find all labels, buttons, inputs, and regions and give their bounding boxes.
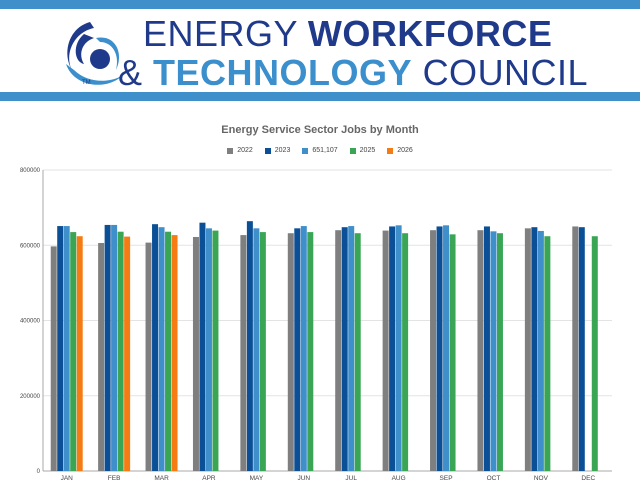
bar-651,107-JAN	[63, 226, 70, 471]
legend-swatch	[349, 147, 356, 154]
bar-2023-APR	[199, 222, 206, 471]
bar-651,107-MAY	[253, 228, 260, 471]
bar-2022-SEP	[430, 230, 437, 471]
bar-651,107-OCT	[490, 231, 497, 471]
bar-2026-FEB	[124, 236, 131, 471]
x-tick-label: OCT	[487, 475, 501, 482]
bar-2022-NOV	[524, 228, 531, 471]
bar-2023-JAN	[57, 226, 64, 471]
legend-item: 2023	[264, 146, 291, 155]
bar-2025-NOV	[544, 236, 551, 471]
bar-2026-MAR	[171, 235, 178, 471]
legend-item: 2026	[387, 146, 413, 155]
y-tick-label: 400000	[20, 319, 41, 325]
bar-2022-DEC	[572, 226, 579, 471]
bar-2022-JUL	[335, 230, 342, 471]
bar-2025-APR	[212, 230, 219, 471]
legend-item: 2022	[227, 146, 253, 155]
bar-2023-JUL	[341, 227, 348, 471]
bar-2023-FEB	[104, 224, 111, 471]
bar-2025-AUG	[402, 233, 409, 471]
y-tick-label: 200000	[20, 394, 41, 400]
bar-2023-OCT	[483, 226, 490, 471]
legend-swatch	[387, 147, 394, 154]
bar-651,107-NOV	[537, 230, 544, 471]
logo-ampersand: &	[118, 52, 143, 93]
bar-2022-FEB	[98, 242, 105, 471]
logo-title-line2: & TECHNOLOGY COUNCIL	[118, 55, 588, 91]
x-tick-label: MAR	[154, 475, 169, 482]
bar-2023-SEP	[436, 226, 443, 471]
x-tick-label: JUL	[345, 475, 357, 482]
bar-2025-DEC	[591, 236, 598, 471]
legend-item: 651,107	[302, 146, 338, 155]
x-tick-label: FEB	[108, 475, 121, 482]
logo-title-line1: ENERGY WORKFORCE	[143, 16, 552, 52]
bar-2023-JUN	[294, 228, 301, 471]
bar-2025-JAN	[70, 232, 77, 471]
header-bottom-stripe	[0, 92, 640, 101]
bar-2023-NOV	[531, 227, 538, 471]
bar-2022-MAR	[145, 242, 152, 471]
bar-651,107-AUG	[395, 225, 402, 471]
bar-651,107-FEB	[111, 224, 118, 471]
bar-2025-SEP	[449, 234, 456, 471]
bar-2026-JAN	[76, 236, 83, 471]
bar-2023-MAY	[246, 221, 253, 471]
y-tick-label: 0	[37, 469, 41, 475]
bar-2025-JUL	[354, 233, 361, 471]
x-tick-label: APR	[202, 475, 216, 482]
logo-word-workforce: WORKFORCE	[307, 13, 553, 54]
bar-2025-MAY	[259, 232, 266, 471]
bar-651,107-SEP	[443, 225, 450, 471]
bar-2025-MAR	[165, 231, 172, 471]
bar-2022-AUG	[382, 230, 389, 471]
x-tick-label: JAN	[61, 475, 74, 482]
logo-word-council: COUNCIL	[422, 52, 589, 93]
legend-item: 2025	[349, 146, 376, 155]
x-tick-label: NOV	[534, 475, 549, 482]
bar-2025-JUN	[307, 232, 314, 471]
legend-label: 2026	[397, 147, 413, 154]
logo-word-energy: ENERGY	[143, 13, 298, 54]
header-top-stripe	[0, 0, 640, 9]
x-tick-label: MAY	[250, 475, 264, 482]
bar-651,107-JUN	[300, 226, 307, 471]
legend-swatch	[264, 147, 271, 154]
chart-legend: 2022 2023 651,107 2025 2026	[0, 146, 640, 155]
bar-2025-FEB	[117, 231, 124, 471]
x-tick-label: JUN	[297, 475, 310, 482]
y-tick-label: 800000	[20, 168, 41, 174]
y-tick-label: 600000	[20, 243, 41, 249]
bar-2023-MAR	[152, 224, 159, 471]
legend-label: 2025	[359, 147, 376, 154]
bar-2022-MAY	[240, 235, 247, 471]
bar-651,107-JUL	[348, 226, 355, 471]
trademark: TM	[82, 80, 91, 86]
legend-swatch	[227, 147, 234, 154]
legend-label: 2023	[274, 147, 291, 154]
bar-2022-JUN	[287, 233, 294, 471]
bar-2022-OCT	[477, 230, 484, 471]
bar-2025-OCT	[496, 233, 503, 471]
legend-label: 651,107	[312, 147, 338, 154]
bar-651,107-MAR	[158, 227, 165, 471]
logo-word-technology: TECHNOLOGY	[153, 52, 413, 93]
legend-label: 2022	[237, 147, 253, 154]
x-tick-label: SEP	[440, 475, 453, 482]
council-logo-icon	[66, 22, 126, 85]
chart-title: Energy Service Sector Jobs by Month	[221, 124, 419, 136]
bar-2023-DEC	[578, 227, 585, 471]
x-tick-label: DEC	[581, 475, 595, 482]
bar-2022-JAN	[50, 246, 57, 471]
bar-651,107-APR	[205, 228, 212, 471]
legend-swatch	[302, 147, 309, 154]
x-tick-label: AUG	[392, 475, 406, 482]
bar-2022-APR	[192, 236, 199, 471]
bar-2023-AUG	[389, 226, 396, 471]
